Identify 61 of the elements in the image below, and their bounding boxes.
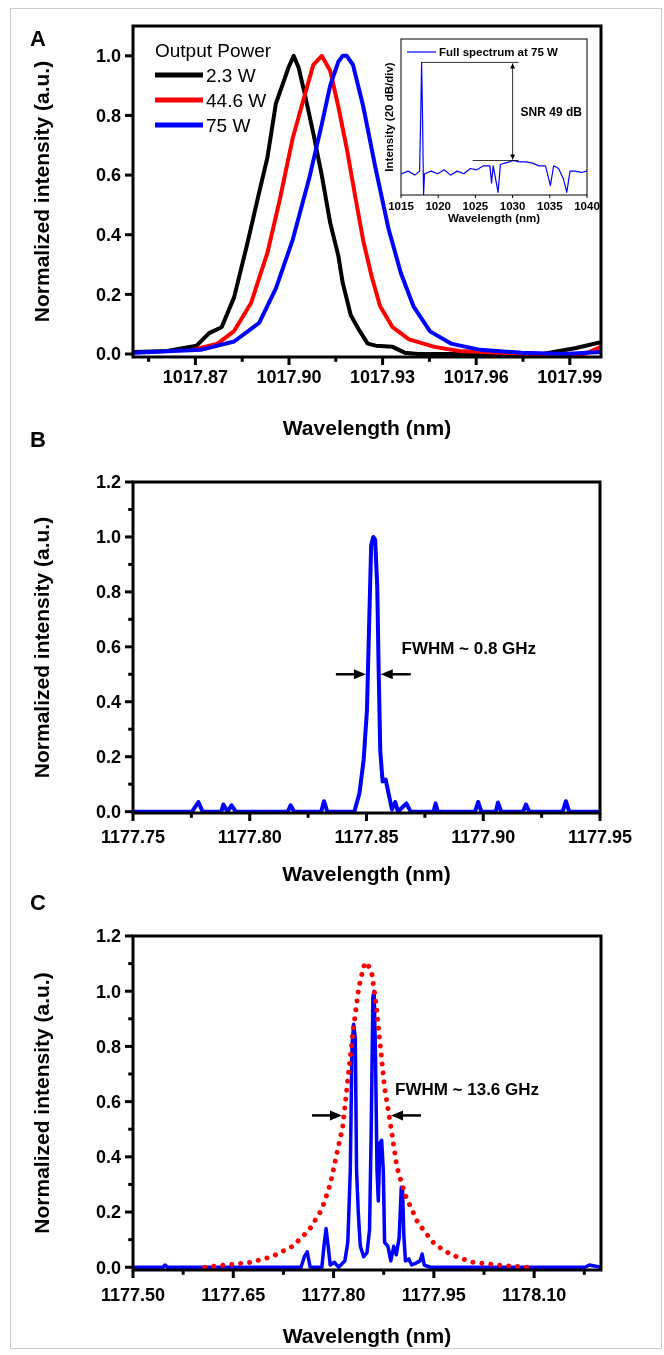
y-axis-title: Normalized intensity (a.u.) — [30, 60, 54, 323]
x-tick-label: 1030 — [499, 200, 526, 212]
y-axis-title: Normalized intensity (a.u.) — [30, 972, 54, 1234]
x-tick-label: 1177.90 — [451, 827, 516, 847]
x-tick-label: 1177.95 — [401, 1285, 466, 1305]
chart-title: C — [30, 890, 46, 915]
y-tick-label: 0.6 — [95, 165, 121, 186]
x-tick-label: 1178.10 — [502, 1285, 567, 1305]
annotation: SNR 49 dB — [520, 104, 583, 119]
y-tick-label: 0.8 — [95, 582, 121, 603]
y-tick-label: 0.6 — [95, 637, 121, 658]
y-tick-label: 1.0 — [95, 981, 121, 1002]
annotation: FWHM ~ 0.8 GHz — [401, 639, 537, 659]
y-tick-label: 1.2 — [95, 472, 121, 493]
x-axis-title: Wavelength (nm) — [282, 416, 452, 439]
x-tick-label: 1177.50 — [100, 1285, 166, 1305]
legend-label: 2.3 W — [206, 64, 256, 86]
x-tick-label: 1177.80 — [217, 827, 282, 847]
x-tick-label: 1017.87 — [162, 367, 228, 387]
x-tick-label: 1017.99 — [537, 367, 603, 387]
y-tick-label: 0.6 — [95, 1091, 121, 1112]
x-axis-title: Wavelength (nm) — [282, 1324, 452, 1347]
chart-title: A — [30, 26, 46, 51]
legend-label: Full spectrum at 75 W — [439, 46, 558, 59]
x-tick-label: 1040 — [574, 200, 600, 212]
x-tick-label: 1017.96 — [443, 367, 509, 387]
x-tick-label: 1025 — [462, 200, 489, 212]
line-series — [133, 534, 600, 813]
y-tick-label: 0.4 — [95, 225, 121, 246]
legend-title: Output Power — [155, 39, 272, 61]
y-axis-title: Normalized intensity (a.u.) — [30, 516, 54, 779]
y-axis-title: Intensity (20 dB/div) — [383, 62, 396, 172]
y-tick-label: 0.0 — [95, 1257, 121, 1278]
x-tick-label: 1177.95 — [567, 827, 633, 847]
y-tick-label: 0.2 — [95, 284, 121, 305]
y-tick-label: 0.2 — [95, 1202, 121, 1223]
x-tick-label: 1015 — [388, 200, 415, 212]
y-tick-label: 0.0 — [95, 801, 121, 822]
y-tick-label: 1.0 — [95, 527, 121, 548]
y-tick-label: 1.0 — [95, 46, 121, 67]
legend-label: 44.6 W — [206, 89, 267, 111]
y-tick-label: 0.0 — [95, 344, 121, 365]
annotation: FWHM ~ 13.6 GHz — [395, 1080, 540, 1100]
y-tick-label: 1.2 — [95, 926, 121, 947]
x-tick-label: 1017.93 — [350, 367, 416, 387]
x-axis-title: Wavelength (nm) — [282, 862, 451, 885]
x-axis-title: Wavelength (nm) — [447, 212, 541, 224]
chart-title: B — [30, 427, 46, 452]
x-tick-label: 1035 — [537, 200, 564, 212]
x-tick-label: 1177.80 — [301, 1285, 366, 1305]
x-tick-label: 1177.65 — [201, 1285, 266, 1305]
legend-label: 75 W — [206, 114, 251, 136]
x-tick-label: 1017.90 — [256, 367, 322, 387]
y-tick-label: 0.4 — [95, 692, 121, 713]
y-tick-label: 0.4 — [95, 1147, 121, 1168]
y-tick-label: 0.8 — [95, 1036, 121, 1057]
y-tick-label: 0.8 — [95, 105, 121, 126]
x-tick-label: 1020 — [425, 200, 451, 212]
x-tick-label: 1177.75 — [100, 827, 166, 847]
y-tick-label: 0.2 — [95, 746, 121, 767]
x-tick-label: 1177.85 — [334, 827, 399, 847]
